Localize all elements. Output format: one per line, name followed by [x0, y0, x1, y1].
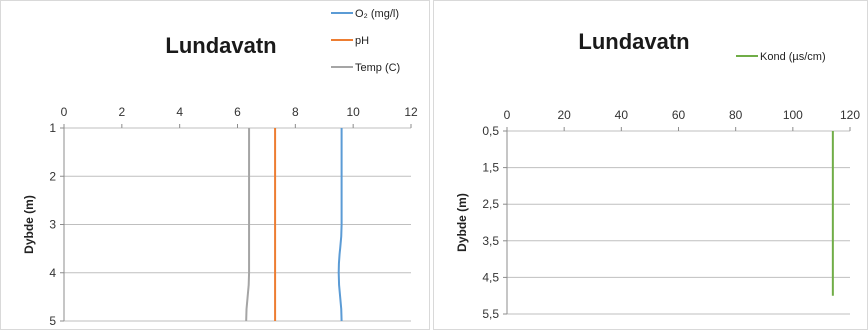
legend-label: Kond (µs/cm) — [760, 51, 826, 63]
y-axis-title: Dybde (m) — [22, 195, 36, 254]
series-line-2 — [245, 128, 251, 322]
x-tick-label: 20 — [557, 108, 571, 122]
y-tick-label: 0,5 — [482, 124, 499, 138]
x-tick-label: 8 — [292, 105, 299, 119]
chart-title: Lundavatn — [165, 33, 276, 58]
y-tick-label: 5 — [49, 314, 56, 328]
x-tick-label: 0 — [504, 108, 511, 122]
y-axis-title: Dybde (m) — [455, 193, 469, 252]
y-tick-label: 4 — [49, 266, 56, 280]
y-tick-label: 3 — [49, 218, 56, 232]
series-line-0 — [337, 128, 343, 322]
chart-title: Lundavatn — [578, 29, 689, 54]
y-tick-label: 2 — [49, 169, 56, 183]
y-tick-label: 2,5 — [482, 197, 499, 211]
x-tick-label: 100 — [783, 108, 803, 122]
x-tick-label: 4 — [176, 105, 183, 119]
chart-panel-right: Lundavatn 0,5 1,5 2,5 3,5 4,5 5,5 0 20 40 60 80 100… — [433, 0, 868, 330]
y-tick-label: 3,5 — [482, 234, 499, 248]
legend-label: Temp (C) — [355, 62, 400, 74]
chart-panel-left: Lundavatn 1 2 3 4 5 0 2 4 6 8 10 12 Dybde (m) O₂ (mg/… — [0, 0, 430, 330]
x-tick-label: 6 — [234, 105, 241, 119]
x-tick-label: 60 — [672, 108, 686, 122]
x-tick-label: 40 — [615, 108, 629, 122]
x-tick-label: 0 — [61, 105, 68, 119]
y-tick-label: 1 — [49, 121, 56, 135]
x-tick-label: 12 — [404, 105, 418, 119]
x-tick-label: 80 — [729, 108, 743, 122]
legend-label: pH — [355, 35, 369, 47]
chart-right: Lundavatn 0,5 1,5 2,5 3,5 4,5 5,5 0 20 40 60 80 100… — [455, 29, 860, 321]
x-tick-label: 2 — [118, 105, 125, 119]
y-tick-label: 1,5 — [482, 161, 499, 175]
y-tick-label: 5,5 — [482, 307, 499, 321]
x-tick-label: 10 — [346, 105, 360, 119]
legend-label: O₂ (mg/l) — [355, 8, 399, 20]
x-tick-label: 120 — [840, 108, 860, 122]
y-tick-label: 4,5 — [482, 270, 499, 284]
